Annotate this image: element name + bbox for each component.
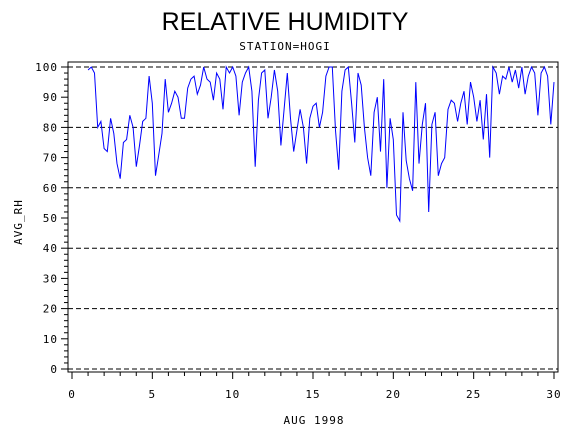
x-tick-label-10: 10 bbox=[225, 388, 240, 401]
y-tick-label-40: 40 bbox=[43, 242, 58, 255]
x-axis-label: AUG 1998 bbox=[284, 414, 345, 427]
x-tick-label-20: 20 bbox=[386, 388, 401, 401]
x-tick-label-0: 0 bbox=[68, 388, 76, 401]
plot-area-frame bbox=[67, 61, 559, 373]
y-axis-label: AVG_RH bbox=[12, 199, 25, 245]
gridlines bbox=[68, 66, 558, 370]
x-tick-label-5: 5 bbox=[149, 388, 157, 401]
chart-subtitle: STATION=HOGI bbox=[239, 40, 330, 53]
y-tick-label-100: 100 bbox=[35, 61, 58, 74]
y-tick-label-30: 30 bbox=[43, 272, 58, 285]
y-tick-label-80: 80 bbox=[43, 121, 58, 134]
y-tick-label-60: 60 bbox=[43, 182, 58, 195]
chart-title: RELATIVE HUMIDITY bbox=[162, 8, 409, 36]
x-tick-label-15: 15 bbox=[305, 388, 320, 401]
x-axis-ticks: 0 5 10 15 20 25 30 bbox=[68, 372, 561, 401]
y-tick-label-20: 20 bbox=[43, 303, 58, 316]
y-tick-label-90: 90 bbox=[43, 91, 58, 104]
y-tick-label-0: 0 bbox=[50, 363, 58, 376]
y-tick-label-70: 70 bbox=[43, 152, 58, 165]
y-tick-label-50: 50 bbox=[43, 212, 58, 225]
y-tick-label-10: 10 bbox=[43, 333, 58, 346]
y-axis-ticks: 0 10 20 30 40 50 60 70 80 90 100 bbox=[35, 61, 68, 376]
avg-rh-series-line bbox=[87, 65, 555, 223]
x-tick-label-25: 25 bbox=[466, 388, 481, 401]
x-tick-label-30: 30 bbox=[546, 388, 561, 401]
